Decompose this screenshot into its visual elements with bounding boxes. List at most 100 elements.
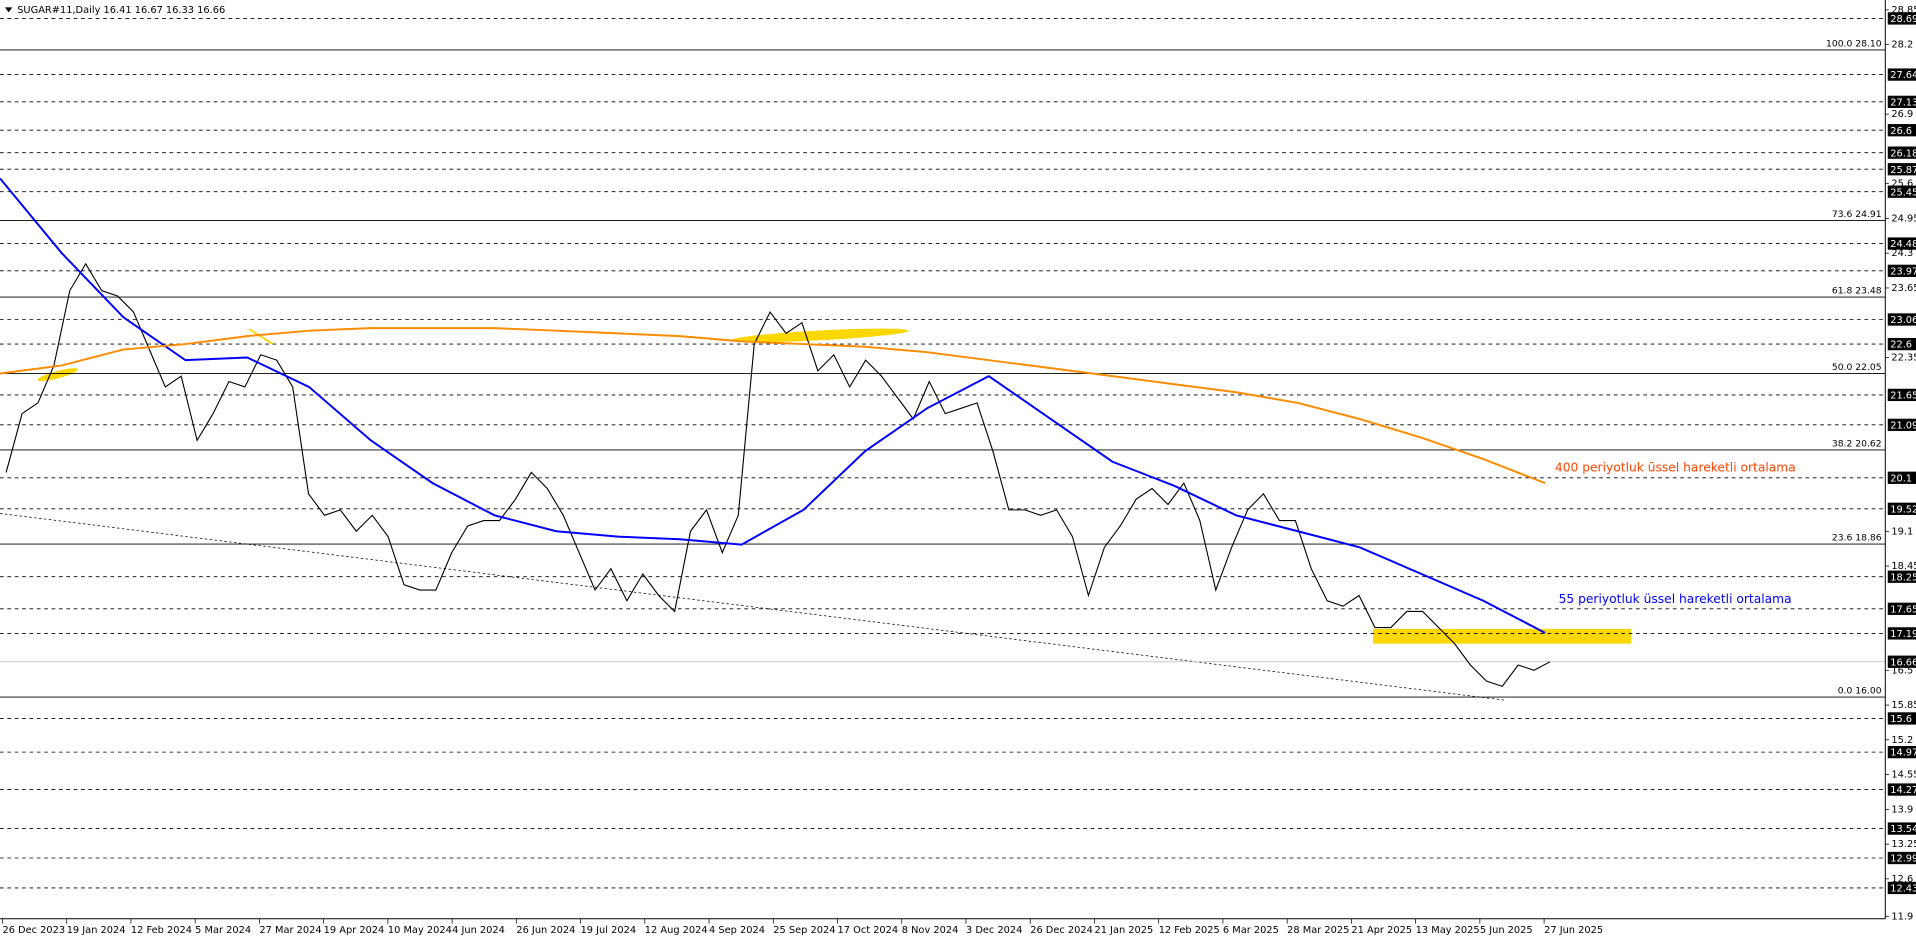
y-tick-label: 23.65 [1891, 283, 1916, 294]
highlight-zone [732, 328, 909, 343]
level-box [1887, 570, 1916, 583]
fib-label: 61.8 23.48 [1832, 285, 1882, 296]
level-label: 19.52 [1890, 504, 1916, 515]
fib-label: 38.2 20.62 [1832, 438, 1882, 449]
x-tick-label: 12 Aug 2024 [645, 925, 708, 936]
x-tick-label: 19 Jan 2024 [67, 925, 126, 936]
y-tick-label: 22.35 [1891, 352, 1916, 363]
level-label: 26.18 [1890, 148, 1916, 159]
level-box [1887, 783, 1916, 796]
level-box [1887, 12, 1916, 25]
x-tick-label: 27 Mar 2024 [259, 925, 321, 936]
level-box [1887, 313, 1916, 326]
level-label: 18.25 [1890, 572, 1916, 583]
level-box [1887, 418, 1916, 431]
x-tick-label: 26 Dec 2023 [2, 925, 65, 936]
y-tick-label: 26.9 [1891, 109, 1913, 120]
level-box [1887, 881, 1916, 895]
x-tick-label: 5 Mar 2024 [195, 925, 251, 936]
y-tick-label: 14.55 [1891, 770, 1916, 781]
level-label: 12.99 [1890, 854, 1916, 865]
x-tick-label: 25 Sep 2024 [773, 925, 835, 936]
menu-arrow[interactable] [4, 7, 13, 13]
plot: 100.0 28.10 73.6 24.91 61.8 23.48 50.0 22.0… [0, 9, 1889, 924]
level-box [1887, 185, 1916, 198]
level-label: 22.6 [1890, 340, 1912, 351]
level-box [1887, 712, 1916, 725]
series-line [0, 177, 1546, 634]
x-tick-label: 19 Apr 2024 [324, 925, 385, 936]
x-tick-label: 26 Jun 2024 [516, 925, 575, 936]
annotation: 400 periyotluk üssel hareketli ortalama [1555, 461, 1796, 475]
level-box [1887, 851, 1916, 865]
level-box [1887, 95, 1916, 108]
level-label: 14.27 [1890, 785, 1916, 796]
y-tick-label: 25.6 [1891, 179, 1913, 190]
highlight-zone [37, 368, 78, 382]
level-box [1887, 124, 1916, 137]
x-tick-label: 10 May 2024 [388, 925, 452, 936]
level-box [1887, 502, 1916, 515]
fib-label: 73.6 24.91 [1832, 209, 1882, 220]
series-line [0, 327, 1546, 485]
level-box [1887, 822, 1916, 835]
level-box [1887, 68, 1916, 81]
y-tick-label: 18.45 [1891, 561, 1916, 572]
level-box [1887, 471, 1916, 484]
y-tick-label: 28.85 [1891, 5, 1916, 16]
last-price-box [1887, 655, 1916, 668]
annotation: 55 periyotluk üssel hareketli ortalama [1559, 592, 1792, 606]
x-tick-label: 28 Mar 2025 [1287, 925, 1349, 936]
level-label: 28.69 [1890, 14, 1916, 25]
level-label: 21.65 [1890, 391, 1916, 402]
level-label: 17.65 [1890, 604, 1916, 615]
level-label: 24.48 [1890, 239, 1916, 250]
y-tick-label: 11.9 [1891, 911, 1913, 922]
x-tick-label: 17 Oct 2024 [838, 925, 899, 936]
series-line [5, 262, 1551, 688]
fib-label: 0.0 16.00 [1838, 685, 1882, 696]
highlight-zone [1373, 628, 1632, 644]
level-box [1887, 264, 1916, 277]
fib-label: 23.6 18.86 [1832, 532, 1882, 543]
x-tick-label: 21 Apr 2025 [1351, 925, 1412, 936]
x-tick-label: 27 Jun 2025 [1544, 925, 1603, 936]
last-price-label: 16.66 [1890, 657, 1916, 668]
level-box [1887, 745, 1916, 759]
highlight-line [248, 328, 274, 345]
level-box [1887, 146, 1916, 159]
level-box [1887, 627, 1916, 640]
x-tick-label: 8 Nov 2024 [902, 925, 959, 936]
x-tick-label: 6 Mar 2025 [1223, 925, 1279, 936]
trend-line [0, 513, 1505, 701]
level-label: 26.6 [1890, 126, 1912, 137]
level-label: 12.43 [1890, 884, 1916, 895]
y-tick-label: 15.85 [1891, 700, 1916, 711]
x-tick-label: 4 Sep 2024 [709, 925, 765, 936]
x-tick-label: 12 Feb 2025 [1159, 925, 1220, 936]
x-tick-label: 4 Jun 2024 [452, 925, 505, 936]
x-tick-label: 12 Feb 2024 [131, 925, 192, 936]
fib-label: 50.0 22.05 [1832, 362, 1882, 373]
level-box [1887, 388, 1916, 402]
x-tick-label: 13 May 2025 [1416, 925, 1480, 936]
y-tick-label: 19.1 [1891, 526, 1913, 537]
x-tick-label: 26 Dec 2024 [1030, 925, 1093, 936]
level-box [1887, 163, 1916, 176]
level-label: 23.97 [1890, 266, 1916, 277]
x-tick-label: 21 Jan 2025 [1094, 925, 1153, 936]
x-tick-label: 5 Jun 2025 [1480, 925, 1533, 936]
level-label: 23.06 [1890, 315, 1916, 326]
level-label: 25.87 [1890, 165, 1916, 176]
level-label: 13.54 [1890, 824, 1916, 835]
level-label: 14.97 [1890, 748, 1916, 759]
y-tick-label: 15.2 [1891, 735, 1913, 746]
chart-title: SUGAR#11,Daily 16.41 16.67 16.33 16.66 [17, 5, 225, 16]
level-label: 20.1 [1890, 473, 1912, 484]
y-tick-label: 12.6 [1891, 874, 1913, 885]
y-tick-label: 24.95 [1891, 213, 1916, 224]
level-label: 17.19 [1890, 629, 1916, 640]
x-tick-label: 3 Dec 2024 [966, 925, 1022, 936]
